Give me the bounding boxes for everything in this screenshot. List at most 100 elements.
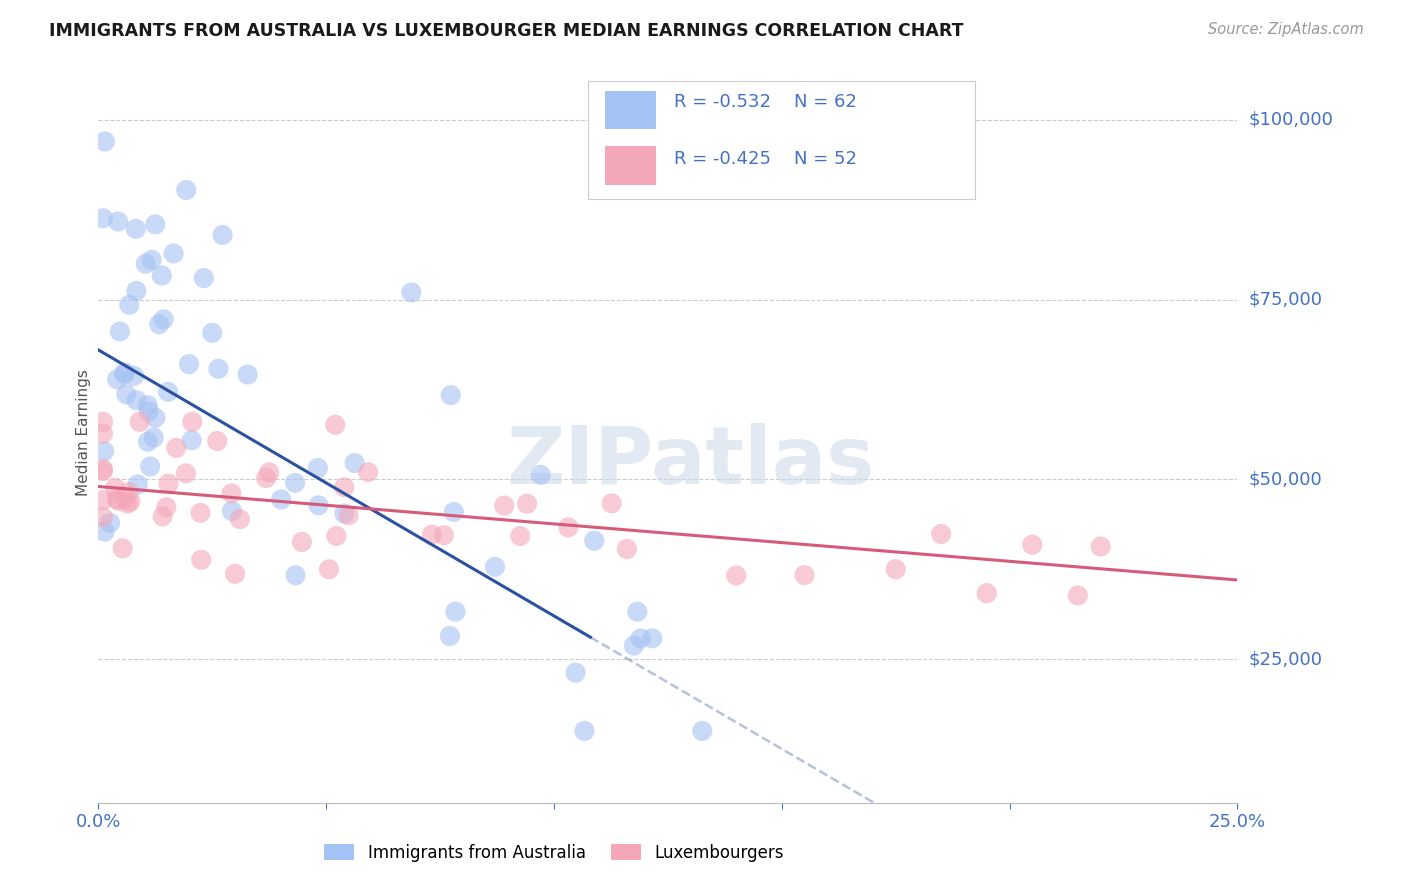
Point [574,723,596,738]
Point [174,183,197,197]
Point [111,541,134,556]
Point [180,434,202,448]
Point [509,529,531,543]
Point [325,529,347,543]
Point [145,410,167,425]
Point [120,494,142,508]
Point [236,368,259,382]
FancyBboxPatch shape [605,146,657,185]
Point [114,491,136,505]
Point [516,497,538,511]
Point [91,426,114,441]
Point [177,357,200,371]
Point [91,510,114,524]
Text: IMMIGRANTS FROM AUSTRALIA VS LUXEMBOURGER MEDIAN EARNINGS CORRELATION CHART: IMMIGRANTS FROM AUSTRALIA VS LUXEMBOURGE… [49,22,963,40]
Point [257,466,280,480]
Point [583,533,606,548]
Point [530,467,553,482]
Point [229,512,252,526]
Point [439,629,461,643]
Point [143,217,166,231]
Point [976,586,998,600]
Point [157,384,180,399]
Point [94,135,117,149]
Text: ZIPatlas: ZIPatlas [506,423,875,501]
Point [323,417,346,432]
Point [884,562,907,576]
Point [616,541,638,556]
Point [114,366,136,380]
Point [420,527,443,541]
Point [163,246,186,260]
Text: R = -0.532    N = 62: R = -0.532 N = 62 [673,93,856,111]
Point [157,476,180,491]
Point [93,524,115,539]
Point [1090,540,1112,554]
Point [136,398,159,412]
Text: $50,000: $50,000 [1249,470,1322,488]
Point [254,471,277,485]
Point [270,492,292,507]
Point [91,415,114,429]
Point [125,284,148,298]
Point [193,271,215,285]
Text: $100,000: $100,000 [1249,111,1333,129]
Point [93,444,115,458]
Point [440,388,463,402]
Point [224,566,246,581]
Point [433,528,456,542]
Point [91,462,114,476]
Point [152,312,174,326]
Point [333,507,356,521]
Point [444,605,467,619]
Point [333,480,356,494]
Text: Source: ZipAtlas.com: Source: ZipAtlas.com [1208,22,1364,37]
Point [221,486,243,500]
Point [725,568,748,582]
Point [357,465,380,479]
Point [307,461,329,475]
Point [91,493,114,508]
Point [107,494,129,508]
Point [138,404,160,418]
Point [105,491,128,506]
Point [118,485,141,500]
Point [201,326,224,340]
Point [929,527,952,541]
Y-axis label: Median Earnings: Median Earnings [76,369,91,496]
Point [107,214,129,228]
Point [174,467,197,481]
Point [118,298,141,312]
Point [207,361,229,376]
Point [135,257,157,271]
Point [190,553,212,567]
Point [207,434,229,448]
Point [190,506,212,520]
Point [148,318,170,332]
Point [690,723,713,738]
Point [108,325,131,339]
Point [91,211,114,226]
Point [127,477,149,491]
Point [128,415,150,429]
Point [117,497,139,511]
Point [125,222,148,236]
Point [211,227,233,242]
Point [141,252,163,267]
Point [122,369,145,384]
Point [104,481,127,495]
Point [112,368,135,382]
Point [155,500,177,515]
Point [337,508,360,523]
Point [318,562,340,576]
Point [105,372,128,386]
Point [115,387,138,401]
Point [125,393,148,408]
Legend: Immigrants from Australia, Luxembourgers: Immigrants from Australia, Luxembourgers [318,838,790,869]
Point [142,430,165,444]
Point [641,632,664,646]
Point [136,434,159,449]
Point [308,499,330,513]
Point [152,509,174,524]
Point [343,456,366,470]
